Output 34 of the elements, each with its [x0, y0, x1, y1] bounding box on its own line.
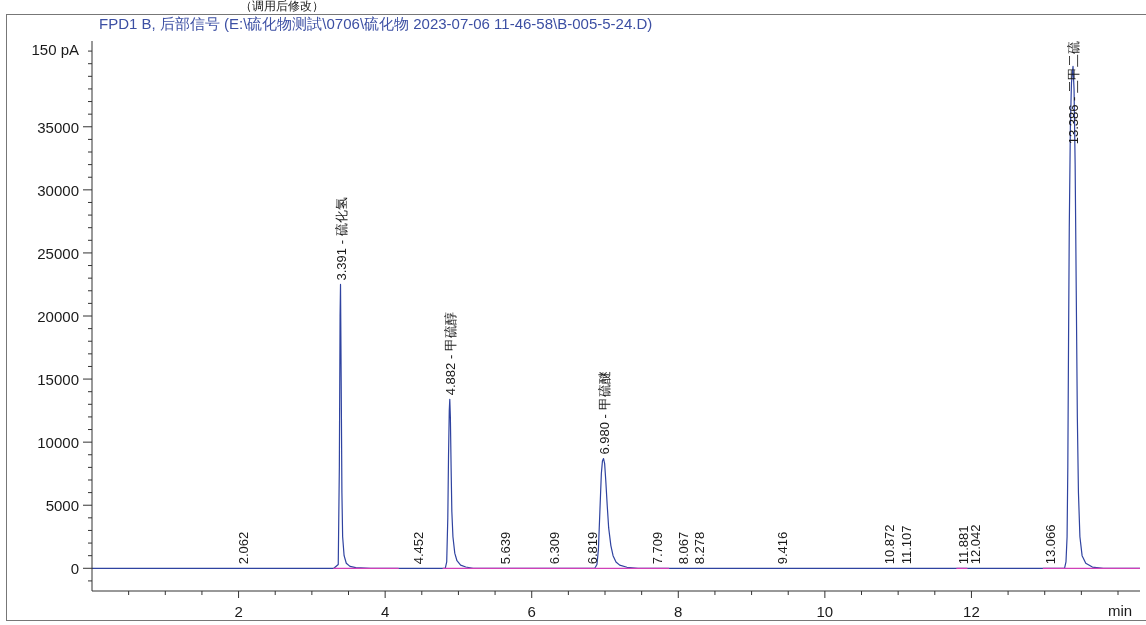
x-tick-label: 2 — [234, 602, 243, 620]
annotation: 6.819 — [584, 531, 600, 565]
annotation: 11.107 — [898, 525, 914, 565]
chart-subtitle: （调用后修改） — [240, 0, 324, 13]
annotation: 2.062 — [235, 531, 251, 565]
y-tick-label: 0 — [70, 559, 79, 577]
x-tick-label: 4 — [380, 602, 390, 620]
annotation: 7.709 — [649, 531, 665, 565]
chart-title: FPD1 B, 后部信号 (E:\硫化物测試\0706\硫化物 2023-07-06 11-46-58\B-005-5-24.D) — [99, 15, 653, 33]
y-tick-label: 10000 — [37, 433, 79, 451]
annotation: 5.639 — [497, 531, 513, 565]
x-axis-title: min — [1108, 602, 1133, 620]
annotation: 13.066 — [1042, 524, 1058, 565]
annotation: 13.386 - 二甲二硫 — [1065, 40, 1081, 145]
annotation: 8.278 — [691, 531, 707, 565]
x-tick-label: 6 — [527, 602, 536, 620]
x-tick-label: 10 — [816, 602, 834, 620]
annotation: 6.309 — [546, 531, 562, 565]
y-axis-title: 150 pA — [31, 41, 79, 59]
y-tick-label: 35000 — [37, 118, 79, 136]
x-tick-label: 12 — [963, 602, 980, 620]
annotation: 6.980 - 甲硫醚 — [596, 371, 612, 455]
x-tick-label: 8 — [674, 602, 683, 620]
annotation: 3.391 - 硫化氢 — [333, 197, 349, 281]
y-tick-label: 25000 — [37, 244, 79, 262]
annotation: 10.872 — [881, 524, 897, 565]
annotation: 4.452 — [410, 531, 426, 565]
y-tick-label: 30000 — [37, 181, 79, 199]
y-tick-label: 15000 — [37, 370, 79, 388]
annotation: 9.416 — [774, 531, 790, 565]
y-tick-label: 20000 — [37, 307, 79, 325]
y-tick-label: 5000 — [45, 496, 79, 514]
annotation: 8.067 — [675, 531, 691, 565]
annotation: 4.882 - 甲硫醇 — [442, 312, 458, 396]
